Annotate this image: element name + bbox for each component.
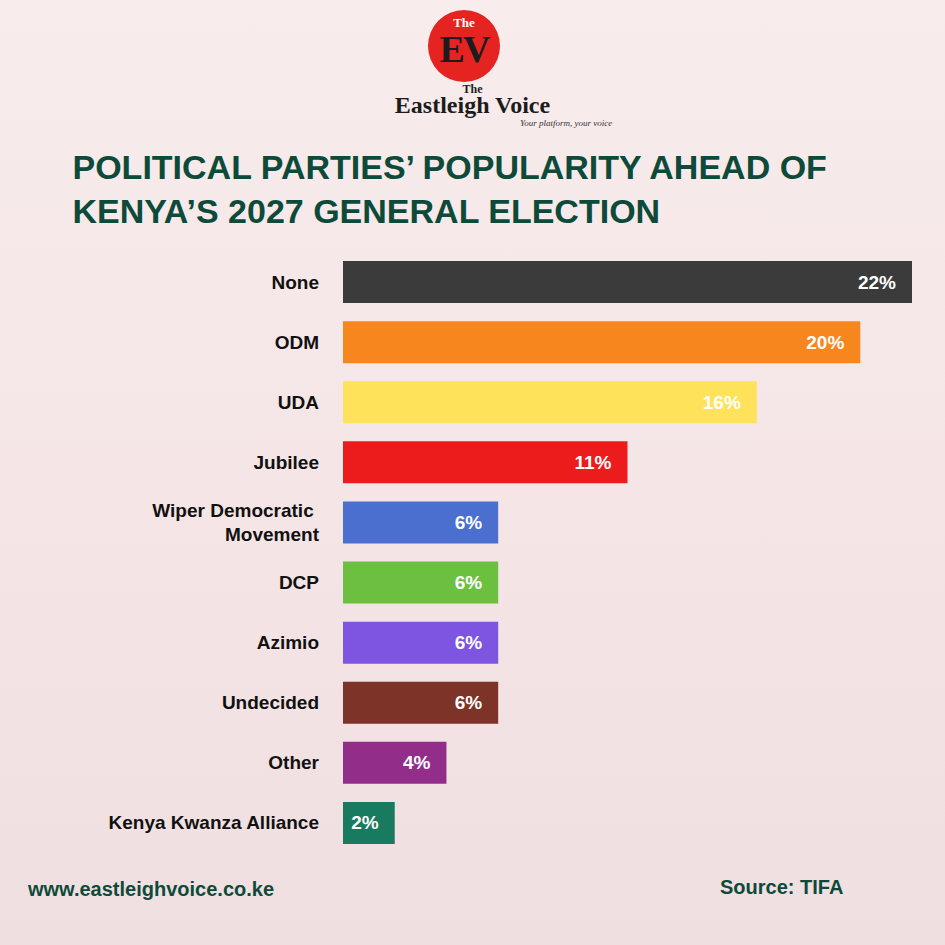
svg-text:6%: 6% xyxy=(455,572,483,593)
svg-text:Other: Other xyxy=(268,752,319,773)
html-text:The: The xyxy=(453,15,475,30)
svg-text:None: None xyxy=(272,272,320,293)
html-text:The: The xyxy=(462,82,483,96)
svg-text:11%: 11% xyxy=(575,452,612,473)
svg-text:UDA: UDA xyxy=(278,392,319,413)
svg-text:Undecided: Undecided xyxy=(222,692,319,713)
svg-text:20%: 20% xyxy=(806,332,844,353)
svg-text:16%: 16% xyxy=(703,392,741,413)
svg-text:2%: 2% xyxy=(351,812,379,833)
svg-text:6%: 6% xyxy=(455,512,483,533)
svg-text:4%: 4% xyxy=(403,752,431,773)
svg-text:Azimio: Azimio xyxy=(257,632,319,653)
svg-text:ODM: ODM xyxy=(275,332,319,353)
svg-text:POLITICAL PARTIES’ POPULARITY: POLITICAL PARTIES’ POPULARITY AHEAD OF xyxy=(73,148,837,186)
svg-text:22%: 22% xyxy=(858,272,896,293)
html-text:Source: TIFA: Source: TIFA xyxy=(720,876,844,898)
svg-text:Movement: Movement xyxy=(225,524,320,545)
svg-text:6%: 6% xyxy=(455,632,483,653)
svg-text:DCP: DCP xyxy=(279,572,319,593)
svg-text:Wiper Democratic: Wiper Democratic xyxy=(152,500,319,521)
svg-text:6%: 6% xyxy=(455,692,483,713)
svg-text:KENYA’S 2027 GENERAL ELECTION: KENYA’S 2027 GENERAL ELECTION xyxy=(73,192,661,230)
html-text:Eastleigh Voice: Eastleigh Voice xyxy=(394,92,551,118)
svg-text:Kenya Kwanza Alliance: Kenya Kwanza Alliance xyxy=(109,812,319,833)
html-text:EV: EV xyxy=(439,28,489,70)
html-text:Your platform, your voice: Your platform, your voice xyxy=(520,118,613,128)
html-text:www.eastleighvoice.co.ke: www.eastleighvoice.co.ke xyxy=(28,878,274,900)
svg-text:Jubilee: Jubilee xyxy=(254,452,319,473)
